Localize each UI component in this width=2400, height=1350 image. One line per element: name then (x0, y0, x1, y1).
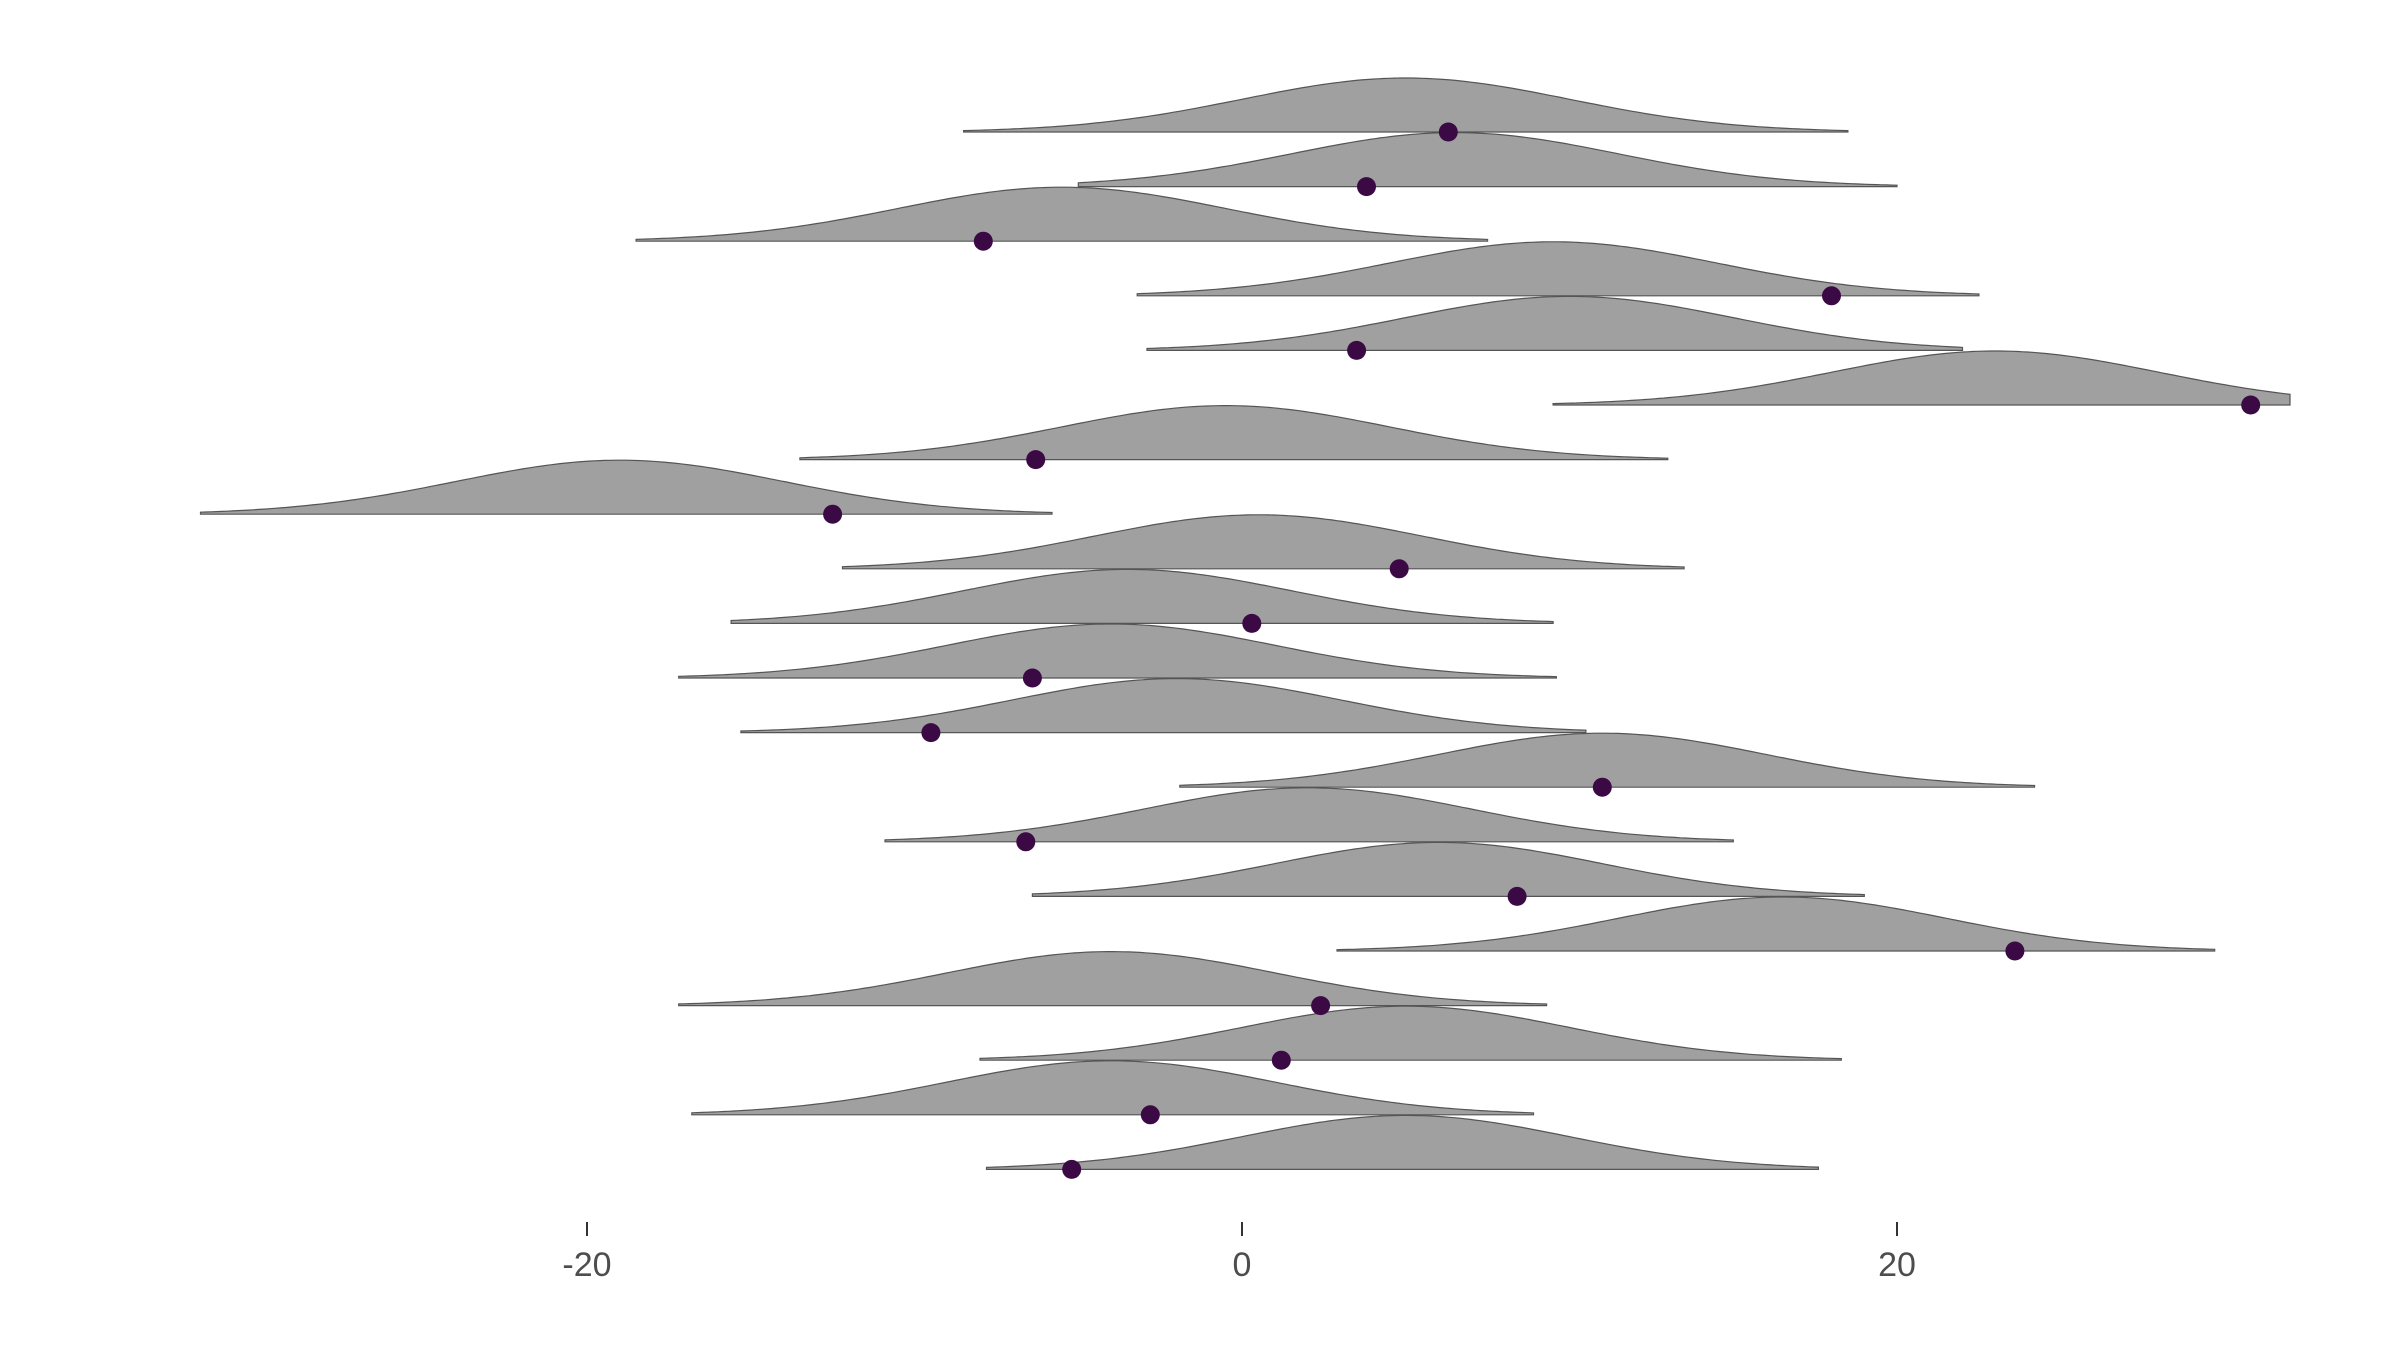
observed-point-11 (1022, 668, 1042, 688)
density-ridge-2 (1077, 132, 1898, 188)
density-ridge-15 (1031, 841, 1865, 897)
x-tick-label-2: 0 (1233, 1246, 1252, 1284)
observed-point-16 (2005, 941, 2025, 961)
x-axis: -20 0 20 (562, 1222, 1916, 1284)
density-ridge-12 (740, 678, 1587, 734)
density-ridge-1 (963, 77, 1849, 133)
density-ridge-13 (1179, 732, 2036, 788)
density-ridge-3 (635, 186, 1489, 242)
density-ridge-14 (884, 787, 1734, 843)
density-ridge-8 (199, 459, 1053, 515)
density-ridge-5 (1146, 295, 1964, 351)
observed-point-6 (2241, 395, 2261, 415)
observed-point-15 (1507, 886, 1527, 906)
observed-point-1 (1438, 122, 1458, 142)
observed-point-3 (973, 231, 993, 251)
observed-point-19 (1140, 1105, 1160, 1125)
density-ridges (199, 77, 2291, 1170)
x-tick-label-3: 20 (1878, 1246, 1916, 1284)
observed-point-14 (1016, 832, 1036, 852)
density-ridge-9 (841, 514, 1685, 570)
observed-point-12 (921, 723, 941, 743)
observed-point-17 (1311, 996, 1331, 1016)
observed-point-9 (1389, 559, 1409, 579)
density-ridge-11 (678, 623, 1557, 679)
density-ridge-6 (1552, 350, 2291, 406)
density-ridge-19 (691, 1060, 1535, 1116)
observed-point-8 (823, 504, 843, 524)
density-ridge-4 (1136, 241, 1980, 297)
density-ridge-20 (985, 1114, 1819, 1170)
density-ridge-16 (1336, 896, 2216, 952)
density-ridge-18 (979, 1005, 1842, 1061)
observed-point-2 (1357, 177, 1376, 197)
observed-point-5 (1347, 340, 1367, 360)
density-ridge-17 (678, 951, 1548, 1007)
density-ridge-10 (730, 568, 1554, 624)
observed-point-18 (1271, 1050, 1291, 1070)
observed-point-20 (1062, 1159, 1082, 1179)
observed-point-13 (1592, 777, 1612, 797)
observed-point-7 (1026, 450, 1046, 470)
observed-point-4 (1822, 286, 1841, 306)
x-tick-label-1: -20 (562, 1246, 611, 1284)
observed-point-10 (1242, 613, 1262, 633)
observed-points (823, 122, 2261, 1179)
density-ridge-7 (799, 405, 1669, 461)
